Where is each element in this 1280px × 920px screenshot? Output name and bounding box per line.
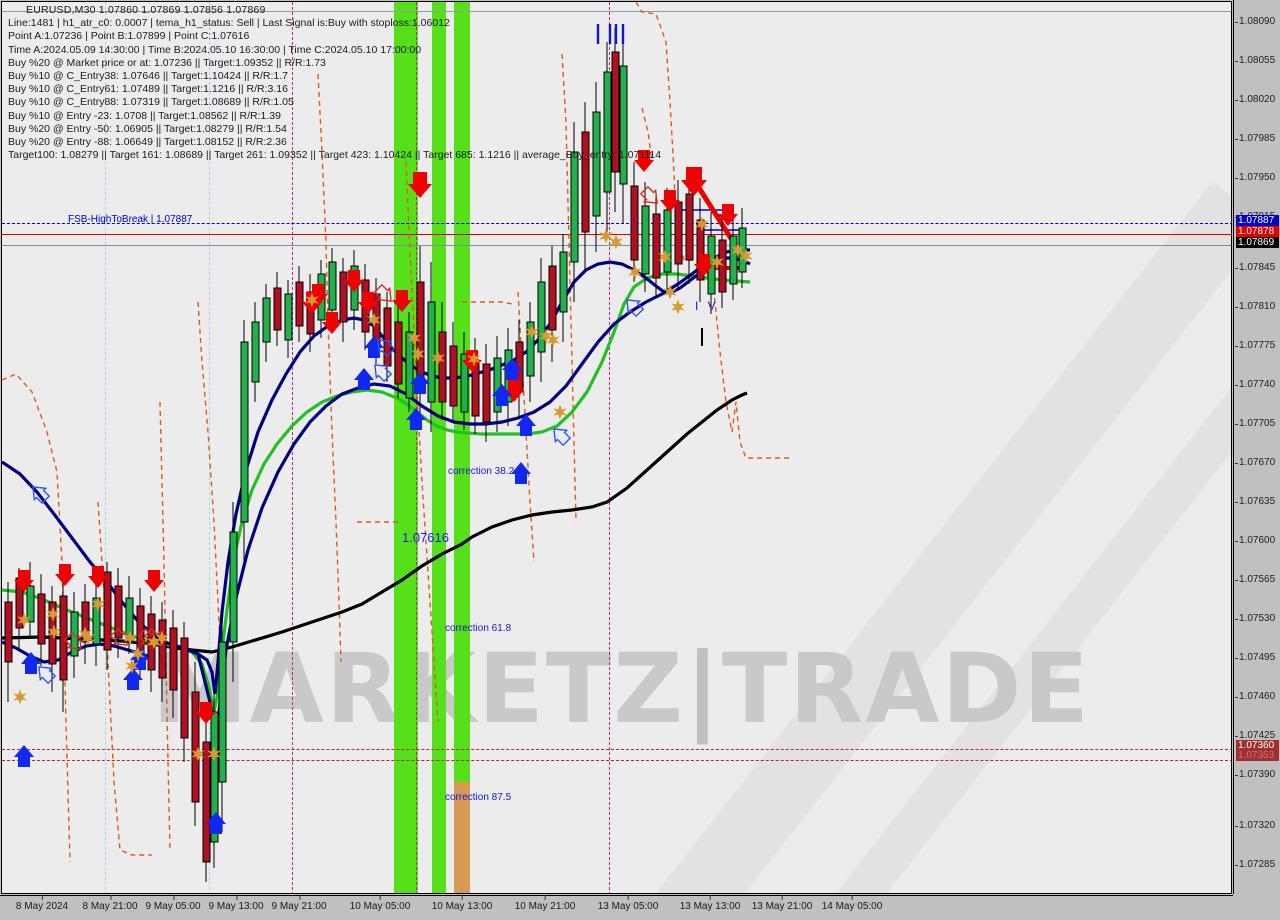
info-line-2: Time A:2024.05.09 14:30:00 | Time B:2024… (8, 43, 422, 56)
trendline-red-descending (691, 178, 735, 242)
price-tick-6: 1.07845 (1234, 262, 1276, 273)
wave-iv-label: I V (695, 299, 719, 313)
correction-61-label: correction 61.8 (445, 623, 512, 634)
info-line-4: Buy %10 @ C_Entry38: 1.07646 || Target:1… (8, 70, 288, 83)
info-line-5: Buy %10 @ C_Entry61: 1.07489 || Target:1… (8, 83, 288, 96)
info-line-3: Buy %20 @ Market price or at: 1.07236 ||… (8, 56, 326, 69)
top-level-line (2, 11, 1231, 12)
price-tick-18: 1.07425 (1234, 730, 1276, 741)
price-tag-ask: 1.07878 (1236, 226, 1279, 237)
price-tick-12: 1.07635 (1234, 496, 1276, 507)
chart-info-panel: EURUSD,M30 1.07860 1.07869 1.07856 1.078… (4, 4, 704, 162)
chart-plot-area[interactable]: MARKETZ|TRADE (1, 1, 1232, 894)
time-axis[interactable]: 8 May 2024 8 May 21:00 9 May 05:00 9 May… (0, 895, 1233, 920)
time-tick-11: 14 May 05:00 (821, 895, 883, 912)
ma-slow-black (2, 391, 748, 654)
info-line-7: Buy %10 @ Entry -23: 1.0708 || Target:1.… (8, 109, 281, 122)
lower-target-line-1 (2, 749, 1231, 750)
price-tick-3: 1.07985 (1234, 133, 1276, 144)
info-line-10: Target100: 1.08279 || Target 161: 1.0868… (8, 149, 662, 162)
symbol-ohlc-header: EURUSD,M30 1.07860 1.07869 1.07856 1.078… (26, 4, 266, 16)
price-tick-0: 1.08090 (1234, 16, 1276, 27)
time-tick-2: 9 May 05:00 (145, 895, 201, 912)
watermark: MARKETZ|TRADE (152, 634, 1112, 744)
price-tick-10: 1.07705 (1234, 418, 1276, 429)
gray-level-line (2, 245, 1231, 246)
blue-level-segments (678, 209, 746, 231)
ma-fast-navy (2, 256, 751, 695)
price-axis[interactable]: 1.08090 1.08055 1.08020 1.07985 1.07950 … (1233, 0, 1280, 894)
correction-87-label: correction 87.5 (445, 792, 512, 803)
watermark-right: TRADE (721, 633, 1091, 745)
hollow-signal-arrows (32, 299, 645, 685)
price-tick-20: 1.07320 (1234, 820, 1276, 831)
price-tag-bid: 1.07869 (1236, 237, 1279, 248)
info-line-0: Line:1481 | h1_atr_c0: 0.0007 | tema_h1_… (8, 17, 450, 30)
price-tick-1: 1.08055 (1234, 55, 1276, 66)
session-band-orange (454, 782, 470, 893)
price-tick-11: 1.07670 (1234, 457, 1276, 468)
price-tick-2: 1.08020 (1234, 94, 1276, 105)
price-tick-9: 1.07740 (1234, 379, 1276, 390)
info-line-1: Point A:1.07236 | Point B:1.07899 | Poin… (8, 30, 250, 43)
time-tick-1: 8 May 21:00 (82, 895, 138, 912)
info-line-6: Buy %10 @ C_Entry88: 1.07319 || Target:1… (8, 96, 294, 109)
price-tick-4: 1.07950 (1234, 172, 1276, 183)
lower-target-line-2 (2, 760, 1231, 761)
time-tick-4: 9 May 21:00 (271, 895, 327, 912)
price-tick-7: 1.07810 (1234, 301, 1276, 312)
ma-fast-navy-left (2, 640, 153, 664)
time-tick-9: 13 May 13:00 (679, 895, 741, 912)
price-tick-15: 1.07530 (1234, 613, 1276, 624)
fsb-high-to-break-label: FSB-HighToBreak | 1.07887 (68, 214, 193, 225)
price-tick-14: 1.07565 (1234, 574, 1276, 585)
fsb-level-line (2, 223, 1231, 224)
watermark-bar: | (684, 633, 722, 745)
price-tick-13: 1.07600 (1234, 535, 1276, 546)
time-tick-10: 13 May 21:00 (751, 895, 813, 912)
time-tick-0: 8 May 2024 (15, 895, 69, 912)
point-c-price-label: 1.07616 (402, 530, 449, 545)
red-level-line (2, 234, 1231, 235)
info-line-9: Buy %20 @ Entry -88: 1.06649 || Target:1… (8, 136, 287, 149)
price-tick-8: 1.07775 (1234, 340, 1276, 351)
price-tick-17: 1.07460 (1234, 691, 1276, 702)
price-tick-19: 1.07390 (1234, 769, 1276, 780)
price-tick-16: 1.07495 (1234, 652, 1276, 663)
price-tag-fsb: 1.07887 (1236, 215, 1279, 226)
time-tick-7: 10 May 21:00 (514, 895, 576, 912)
price-tag-level-1: 1.07360 (1236, 740, 1279, 751)
correction-38-label: correction 38.2 (448, 466, 515, 477)
time-tick-8: 13 May 05:00 (597, 895, 659, 912)
price-tag-level-2: 1.07353 (1236, 750, 1279, 761)
time-tick-6: 10 May 13:00 (431, 895, 493, 912)
time-tick-5: 10 May 05:00 (349, 895, 411, 912)
price-tick-21: 1.07285 (1234, 859, 1276, 870)
watermark-left: MARKETZ (152, 633, 685, 745)
time-tick-3: 9 May 13:00 (208, 895, 264, 912)
info-line-8: Buy %20 @ Entry -50: 1.06905 || Target:1… (8, 122, 287, 135)
hollow-sell-arrows (63, 185, 658, 650)
